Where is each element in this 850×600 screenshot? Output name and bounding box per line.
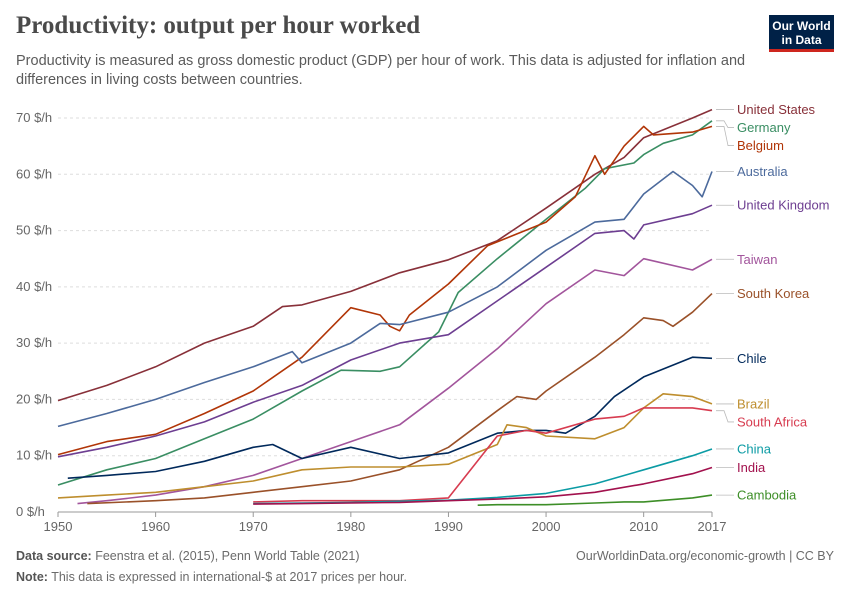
series-label-taiwan[interactable]: Taiwan [737,252,777,267]
note-label: Note: [16,570,48,584]
label-connector [716,120,734,128]
y-tick-label: 0 $/h [16,504,45,519]
series-label-united-states[interactable]: United States [737,102,816,117]
y-tick-label: 20 $/h [16,391,52,406]
series-line-united-kingdom[interactable] [57,204,713,458]
logo-line-2: in Data [781,33,822,47]
series-label-belgium[interactable]: Belgium [737,138,784,153]
series-label-germany[interactable]: Germany [737,120,791,135]
series-label-chile[interactable]: Chile [737,351,767,366]
x-tick-label: 2010 [629,519,658,534]
x-tick-label: 2017 [698,519,727,534]
x-tick-label: 1990 [434,519,463,534]
y-tick-label: 40 $/h [16,279,52,294]
series-line-belgium[interactable] [57,125,713,456]
data-source: Data source: Feenstra et al. (2015), Pen… [16,549,360,563]
y-tick-label: 60 $/h [16,166,52,181]
series-line-taiwan[interactable] [77,257,713,505]
note-text: This data is expressed in international-… [51,570,407,584]
series-label-south-korea[interactable]: South Korea [737,286,810,301]
y-axis: 0 $/h 10 $/h 20 $/h 30 $/h 40 $/h 50 $/h 60 $/… [16,110,52,519]
series-lines [57,108,713,506]
series-line-brazil[interactable] [57,393,713,499]
series-line-cambodia[interactable] [477,494,713,506]
source-link[interactable]: OurWorldinData.org/economic-growth | CC … [576,549,834,563]
chart-subtitle: Productivity is measured as gross domest… [16,53,746,88]
grid-lines [58,117,712,513]
series-label-cambodia[interactable]: Cambodia [737,488,797,503]
x-tick-label: 1960 [141,519,170,534]
y-tick-label: 10 $/h [16,448,52,463]
series-label-south-africa[interactable]: South Africa [737,414,808,429]
source-label: Data source: [16,549,92,563]
logo-line-1: Our World [772,19,831,33]
series-line-south-korea[interactable] [87,293,713,505]
y-tick-label: 30 $/h [16,335,52,350]
series-label-united-kingdom[interactable]: United Kingdom [737,198,830,213]
series-line-chile[interactable] [67,356,713,479]
x-axis: 1950 1960 1970 1980 1990 2000 2010 2017 [44,512,727,534]
series-label-china[interactable]: China [737,441,772,456]
x-tick-label: 1980 [336,519,365,534]
series-line-south-africa[interactable] [253,407,713,503]
x-tick-label: 2000 [532,519,561,534]
x-tick-label: 1950 [44,519,73,534]
series-line-australia[interactable] [57,170,713,428]
chart-title: Productivity: output per hour worked [16,12,421,39]
owid-logo[interactable]: Our World in Data [769,15,834,52]
source-text: Feenstra et al. (2015), Penn World Table… [95,549,360,563]
series-line-china[interactable] [253,448,713,505]
y-tick-label: 70 $/h [16,110,52,125]
series-label-australia[interactable]: Australia [737,164,788,179]
label-connector [716,410,734,423]
y-tick-label: 50 $/h [16,223,52,238]
x-tick-label: 1970 [239,519,268,534]
footnote: Note: This data is expressed in internat… [16,570,407,584]
series-line-india[interactable] [253,466,713,505]
series-label-brazil[interactable]: Brazil [737,396,770,411]
series-label-india[interactable]: India [737,460,766,475]
label-connector [716,126,734,146]
series-line-united-states[interactable] [57,108,713,402]
legend-labels: United States Germany Belgium Australia Unit… [716,102,830,503]
